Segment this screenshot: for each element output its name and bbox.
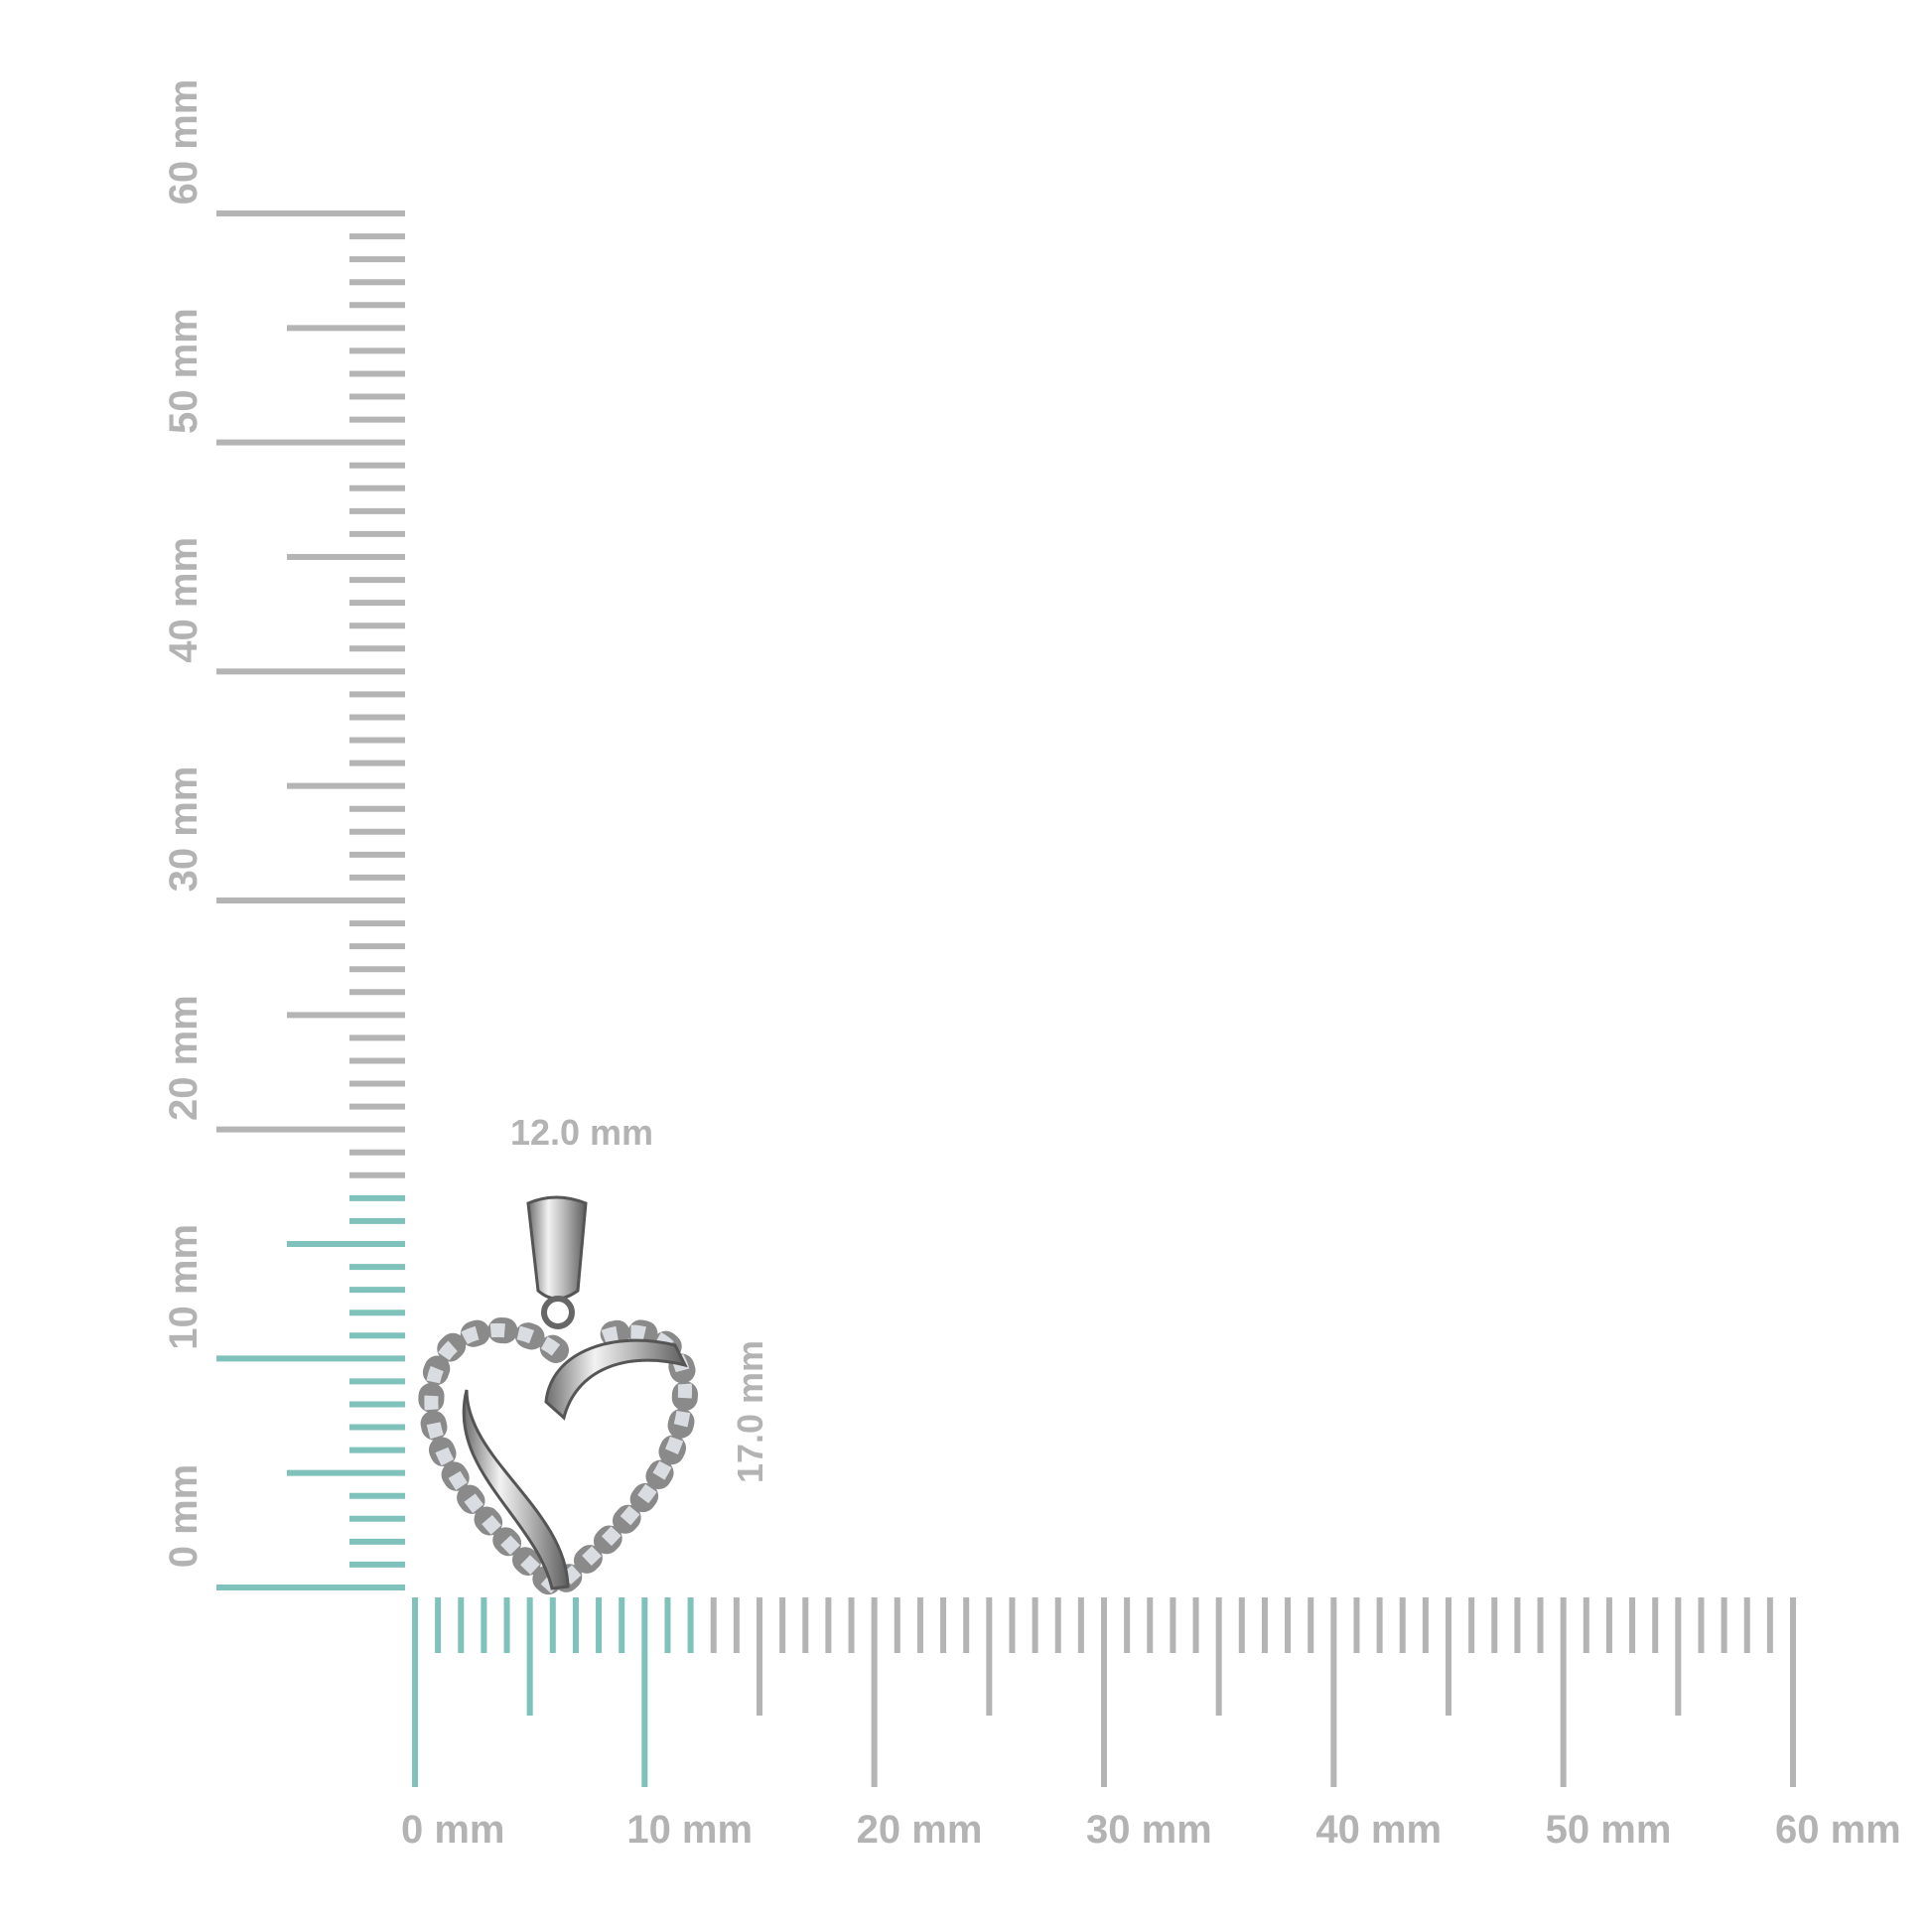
horizontal-tick-label: 0 mm [401,1808,505,1852]
horizontal-tick-label: 10 mm [626,1808,753,1852]
horizontal-tick-label: 20 mm [857,1808,983,1852]
horizontal-ruler [412,1597,1796,1787]
vertical-tick-label: 50 mm [162,308,206,434]
vertical-tick-label: 40 mm [162,537,206,663]
horizontal-tick-label: 40 mm [1315,1808,1442,1852]
horizontal-tick-label: 60 mm [1775,1808,1901,1852]
vertical-tick-label: 20 mm [162,995,206,1121]
vertical-tick-label: 60 mm [162,79,206,206]
horizontal-tick-label: 50 mm [1546,1808,1672,1852]
vertical-tick-label: 0 mm [162,1464,206,1569]
vertical-ruler [216,210,405,1590]
horizontal-tick-label: 30 mm [1086,1808,1212,1852]
width-dimension-label: 12.0 mm [510,1112,653,1153]
vertical-tick-label: 10 mm [162,1224,206,1350]
vertical-tick-label: 30 mm [162,766,206,893]
heart-pendant-image [418,1195,699,1606]
height-dimension-label: 17.0 mm [730,1340,770,1483]
